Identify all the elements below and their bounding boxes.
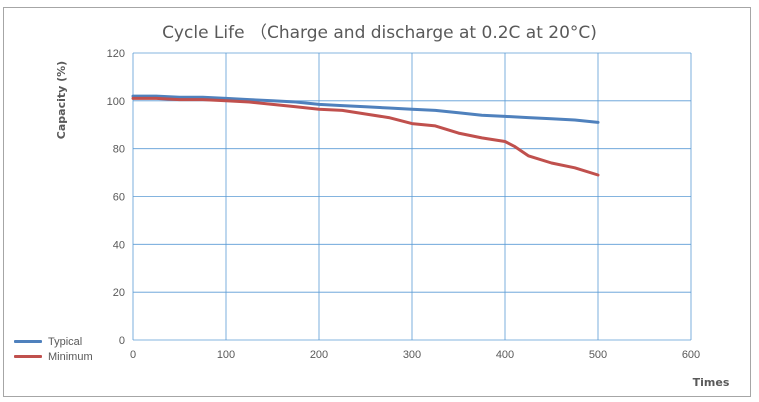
series-line-minimum (131, 96, 600, 177)
legend-item-typical: Typical (14, 334, 93, 349)
y-tick-label: 0 (119, 335, 125, 347)
legend-item-minimum: Minimum (14, 349, 93, 364)
legend-swatch-minimum (14, 355, 42, 358)
chart-title: Cycle Life （Charge and discharge at 0.2C… (162, 23, 597, 43)
series-lines (131, 94, 600, 177)
y-tick-label: 120 (107, 48, 125, 60)
chart-frame (3, 7, 751, 397)
y-tick-label: 80 (113, 144, 125, 156)
legend: Typical Minimum (14, 334, 93, 364)
y-tick-label: 40 (113, 239, 125, 251)
legend-swatch-typical (14, 340, 42, 343)
y-tick-label: 100 (107, 96, 125, 108)
x-tick-label: 100 (217, 349, 235, 361)
x-tick-label: 400 (496, 349, 514, 361)
x-tick-label: 500 (589, 349, 607, 361)
y-tick-label: 20 (113, 287, 125, 299)
tick-labels: 0 20 40 60 80 100 120 0 100 200 300 400 500 600 (107, 48, 701, 361)
x-tick-label: 300 (403, 349, 421, 361)
legend-label-typical: Typical (48, 335, 83, 348)
x-tick-label: 600 (682, 349, 700, 361)
legend-label-minimum: Minimum (48, 350, 93, 363)
grid-lines (132, 52, 692, 341)
x-tick-label: 200 (310, 349, 328, 361)
x-axis-label: Times (693, 376, 730, 389)
x-tick-label: 0 (130, 349, 136, 361)
y-tick-label: 60 (113, 192, 125, 204)
series-line-typical (131, 94, 600, 124)
y-axis-label: Capacity (%) (55, 61, 68, 139)
